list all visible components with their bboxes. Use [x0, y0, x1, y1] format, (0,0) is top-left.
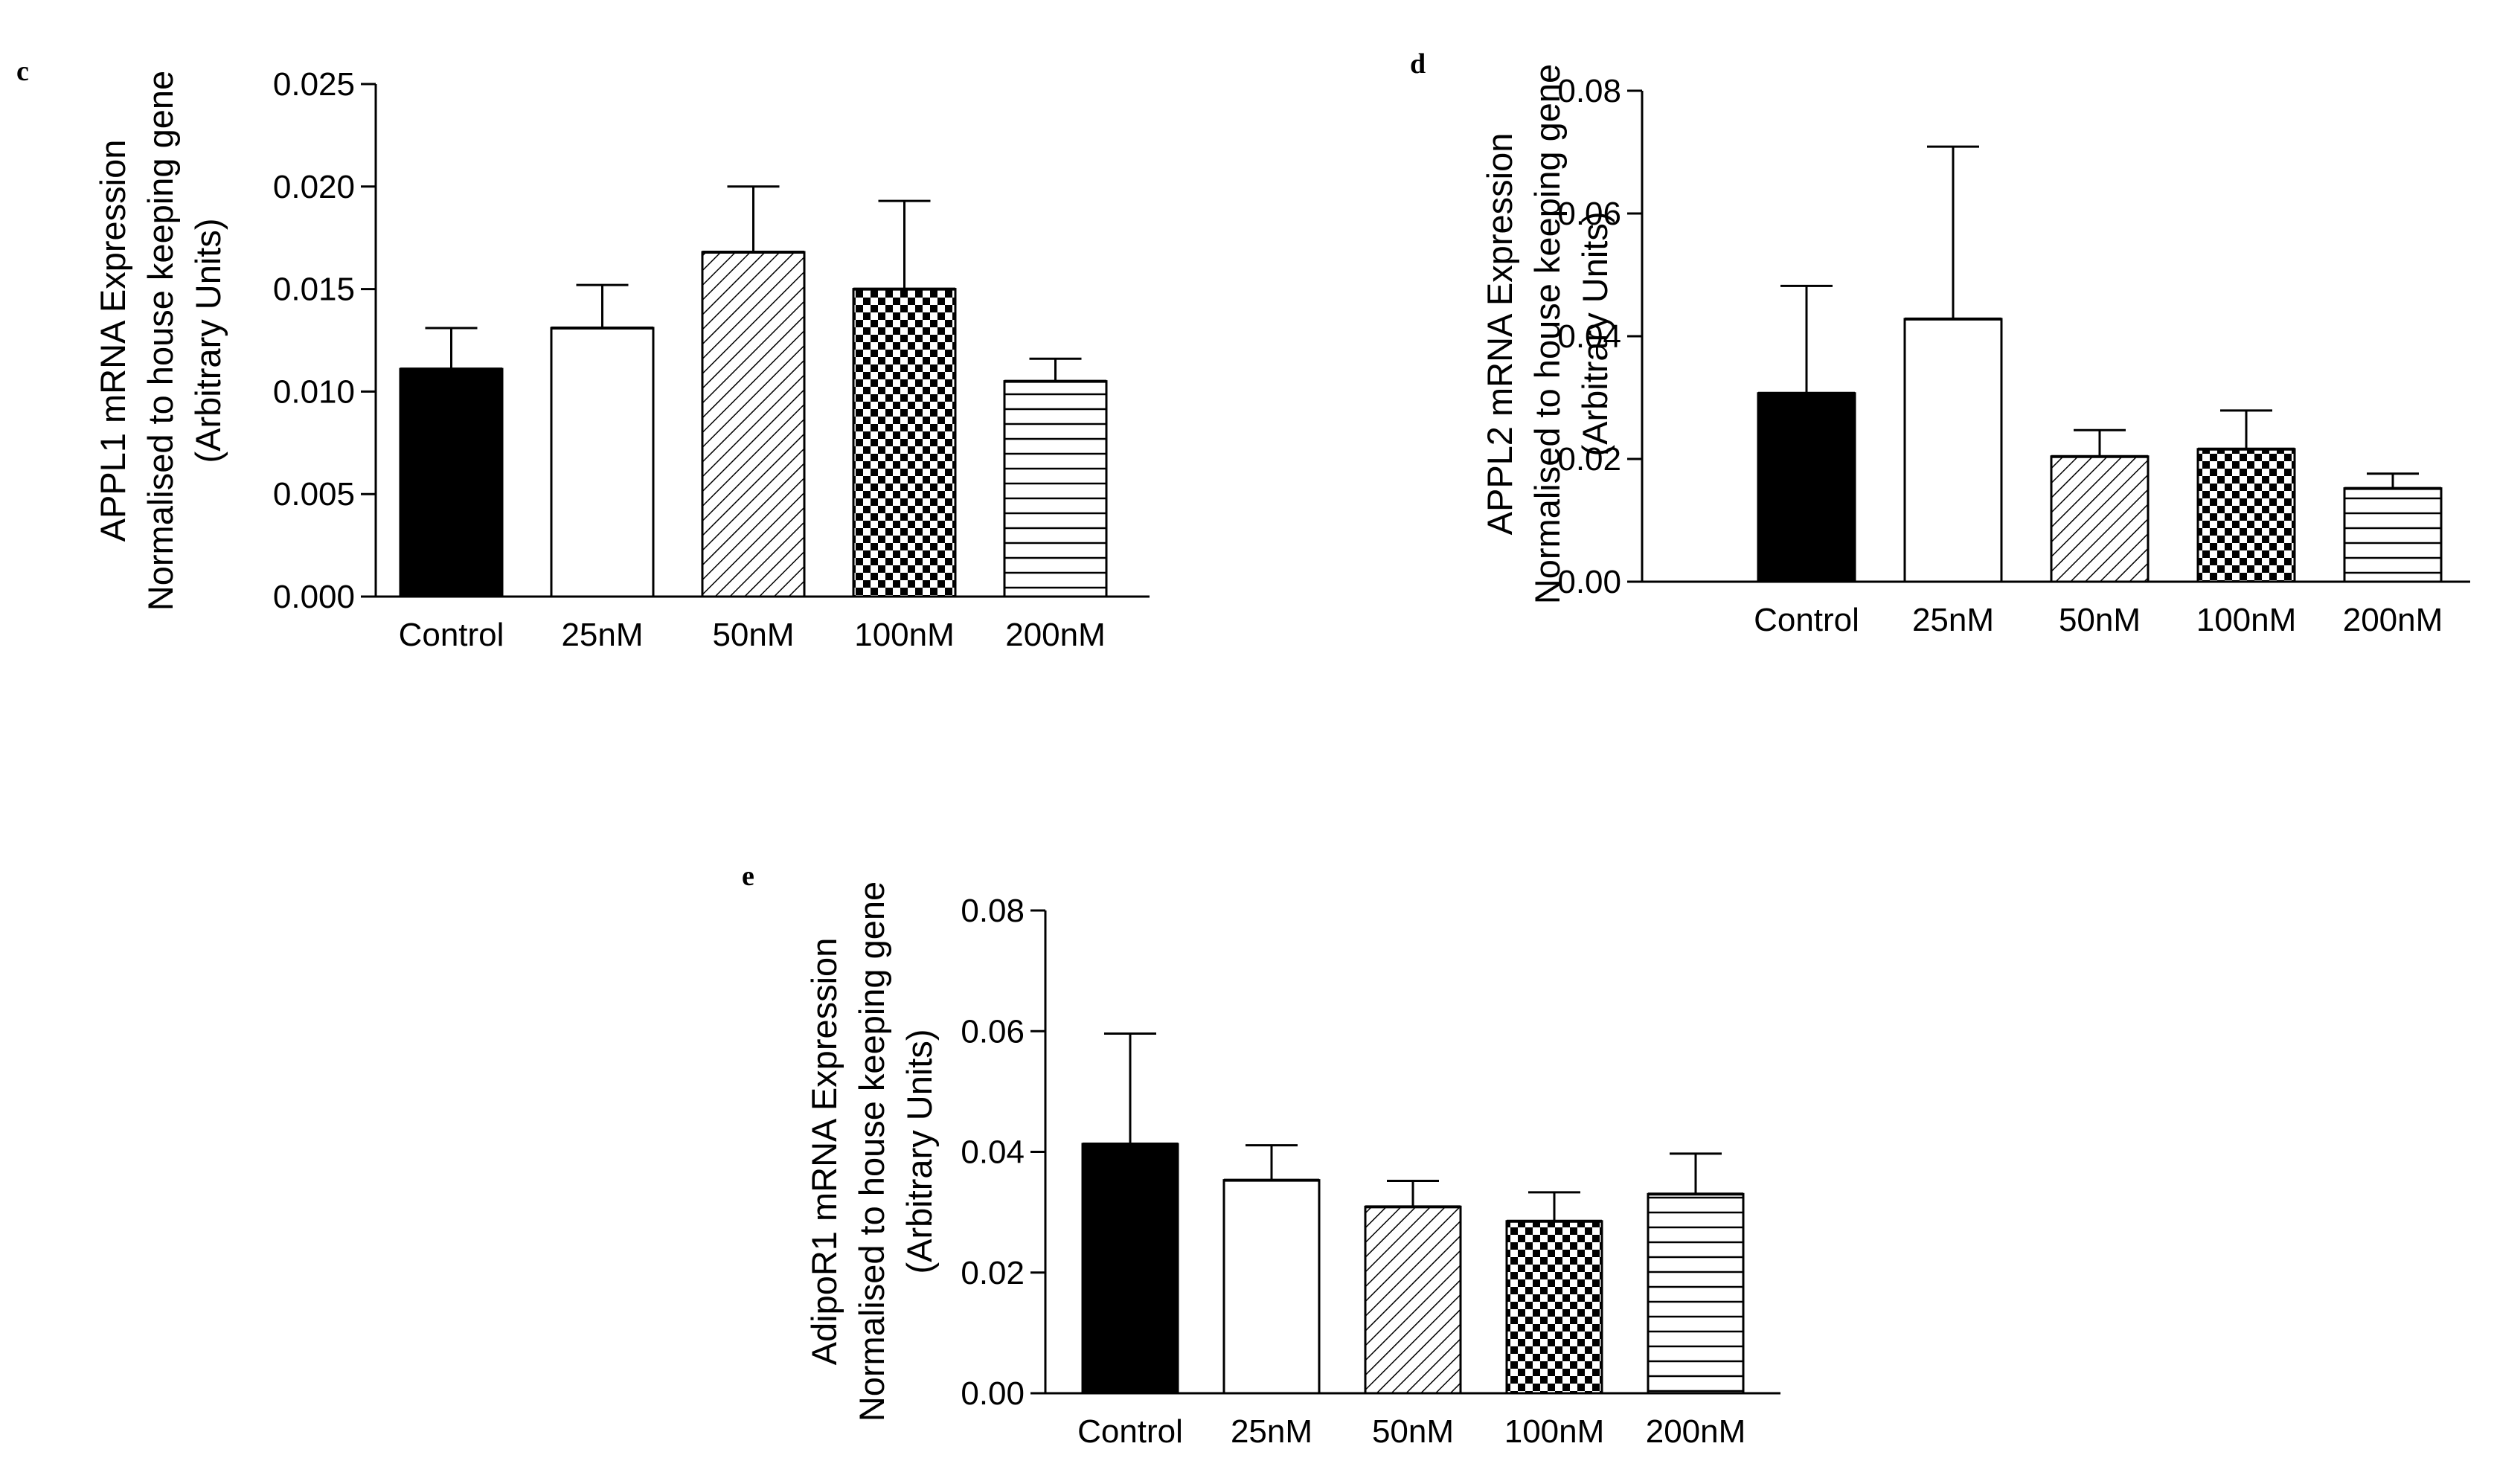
bar — [852, 288, 957, 598]
chart-panel-d: d 0.00 0.02 0.04 0.06 0.08 Control 25nM 50nM 100n… — [1410, 48, 2470, 638]
bar — [1364, 1205, 1462, 1395]
x-category-label: 200nM — [1005, 617, 1106, 653]
bar — [399, 367, 504, 598]
bar — [550, 327, 655, 598]
y-tick-label: 0.00 — [1557, 564, 1621, 600]
panel-letter: e — [742, 861, 754, 892]
x-category-label: 50nM — [2059, 602, 2141, 638]
bar — [1081, 1143, 1179, 1395]
y-tick-label: 0.08 — [961, 893, 1025, 929]
bar — [701, 251, 806, 598]
x-category-label: 100nM — [1504, 1413, 1605, 1450]
x-category-label: Control — [1754, 602, 1859, 638]
y-axis-label-line: Normalised to house keeping gene — [1528, 64, 1567, 604]
x-category-label: Control — [1077, 1413, 1183, 1450]
bar — [2343, 487, 2443, 583]
bar — [2196, 448, 2296, 583]
bar — [1222, 1179, 1321, 1395]
x-category-label: 200nM — [1646, 1413, 1746, 1450]
y-tick-label: 0.020 — [273, 169, 355, 205]
x-category-label: 100nM — [854, 617, 955, 653]
bar — [1505, 1220, 1603, 1395]
y-axis-label-line: AdipoR1 mRNA Expression — [804, 938, 844, 1366]
y-tick-label: 0.00 — [961, 1375, 1025, 1412]
y-axis-label-line: (Arbitrary Units) — [188, 218, 228, 463]
y-tick-label: 0.015 — [273, 272, 355, 308]
y-axis-label-line: (Arbitrary Units) — [1575, 211, 1615, 456]
bar — [1647, 1192, 1745, 1395]
y-tick-label: 0.025 — [273, 66, 355, 103]
x-category-label: 25nM — [561, 617, 643, 653]
y-tick-label: 0.000 — [273, 579, 355, 615]
y-axis-label-line: Normalised to house keeping gene — [852, 881, 891, 1422]
y-tick-label: 0.04 — [961, 1134, 1025, 1171]
y-axis-label-line: APPL1 mRNA Expression — [93, 140, 132, 542]
x-category-label: 25nM — [1231, 1413, 1312, 1450]
panel-letter: c — [16, 56, 29, 87]
y-tick-label: 0.04 — [1557, 318, 1621, 355]
chart-panel-e: e 0.00 0.02 0.04 0.06 0.08 Control 25nM 50nM 100n… — [742, 861, 1780, 1450]
y-tick-label: 0.08 — [1557, 73, 1621, 109]
chart-panel-c: c 0.000 0.005 0.010 0.015 0.020 0.025 Control 25… — [16, 56, 1150, 653]
y-axis-label-line: Normalised to house keeping gene — [141, 71, 180, 611]
y-tick-label: 0.02 — [1557, 441, 1621, 478]
bar — [1903, 318, 2003, 583]
x-category-label: 25nM — [1912, 602, 1994, 638]
x-category-label: 50nM — [712, 617, 794, 653]
y-axis-label-line: APPL2 mRNA Expression — [1480, 133, 1519, 536]
y-tick-label: 0.005 — [273, 476, 355, 513]
y-axis-label-line: (Arbitrary Units) — [900, 1029, 939, 1273]
bar — [2050, 455, 2150, 583]
x-category-label: 200nM — [2343, 602, 2443, 638]
y-tick-label: 0.02 — [961, 1255, 1025, 1291]
x-category-label: 50nM — [1372, 1413, 1454, 1450]
panel-letter: d — [1410, 48, 1426, 80]
bar — [1003, 380, 1108, 598]
y-tick-label: 0.06 — [1557, 196, 1621, 232]
x-category-label: Control — [399, 617, 504, 653]
bar — [1757, 392, 1856, 583]
y-tick-label: 0.06 — [961, 1013, 1025, 1050]
y-tick-label: 0.010 — [273, 373, 355, 410]
x-category-label: 100nM — [2196, 602, 2297, 638]
